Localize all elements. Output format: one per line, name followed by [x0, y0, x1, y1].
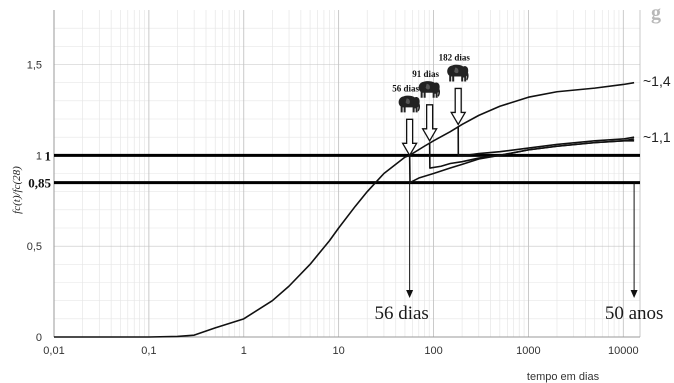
x-tick-label: 1000	[516, 345, 540, 357]
x-tick-label: 100	[424, 345, 442, 357]
y-tick-label: 0,5	[27, 241, 42, 253]
annotation-arrow-head	[630, 290, 638, 298]
reference-lines: 10,85	[28, 148, 640, 191]
annotation-arrow-head	[406, 290, 414, 298]
tick-labels: 0,01 0,1 1 10 100 1000 10000 0 0,5 1 1,5 ~1,4 ~1,1	[27, 60, 671, 358]
x-tick-label: 1	[241, 345, 247, 357]
reference-line-label: 0,85	[28, 176, 51, 191]
minor-gridlines	[54, 10, 640, 337]
y-tick-label: 1,5	[27, 60, 42, 72]
load-age-arrow	[421, 104, 438, 143]
series-line-3	[428, 140, 635, 169]
end-value-label: ~1,4	[643, 73, 671, 89]
elephant-icon	[398, 95, 421, 113]
x-tick-label: 0,01	[43, 345, 64, 357]
load-age-arrow	[401, 118, 418, 157]
series-line-1	[54, 81, 635, 338]
annotation-label: 50 anos	[605, 303, 664, 324]
x-tick-label: 10	[333, 345, 345, 357]
load-age-arrow	[450, 87, 467, 126]
load-age-label: 182 dias	[439, 52, 471, 62]
y-tick-label: 1	[36, 150, 42, 162]
y-axis-label: fc(t)/fc(28)	[11, 166, 23, 214]
x-axis-label: tempo em dias	[527, 371, 600, 383]
series-line-2	[408, 138, 635, 184]
reference-line-label: 1	[45, 148, 52, 163]
y-tick-label: 0	[36, 332, 42, 344]
load-age-label: 56 dias	[392, 83, 419, 93]
elephant-icon	[447, 64, 469, 82]
x-tick-label: 10000	[608, 345, 639, 357]
end-value-label: ~1,1	[643, 129, 671, 145]
load-age-label: 91 dias	[412, 69, 439, 79]
chart-title-fragment: g	[651, 2, 661, 24]
series-group	[54, 81, 635, 338]
x-tick-label: 0,1	[141, 345, 156, 357]
annotation-label: 56 dias	[374, 303, 428, 324]
series-line-4	[457, 126, 635, 157]
